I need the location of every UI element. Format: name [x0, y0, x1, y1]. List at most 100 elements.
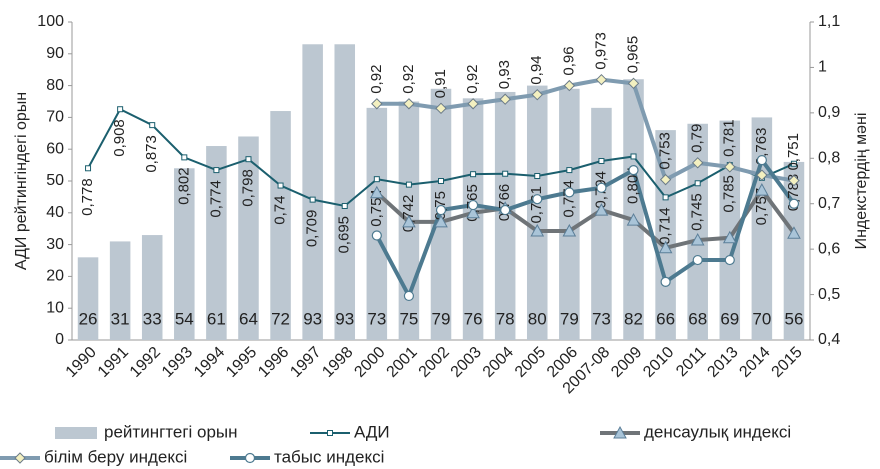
y2-tick-label: 1,1 [818, 13, 840, 30]
legend-item: рейтингтегі орын [55, 422, 238, 441]
data-label: 0,973 [592, 32, 609, 70]
y-tick-label: 70 [46, 109, 64, 126]
bar [655, 130, 676, 340]
line-marker [117, 106, 124, 113]
x-tick-label: 1998 [319, 344, 356, 381]
data-label: 0,774 [560, 180, 577, 218]
y-tick-label: 90 [46, 45, 64, 62]
line-marker [467, 98, 479, 110]
line-marker [403, 98, 415, 110]
line-marker [627, 77, 640, 90]
data-label: 0,714 [657, 207, 674, 245]
line-marker [534, 173, 541, 180]
line-marker [309, 196, 316, 203]
bar-value-label: 75 [399, 309, 418, 328]
bar-value-label: 79 [560, 309, 579, 328]
x-tick-label: 2014 [736, 344, 773, 381]
line-series [375, 186, 796, 250]
line-series [376, 77, 795, 183]
bar [206, 146, 227, 340]
y2-tick-label: 0,5 [818, 286, 840, 303]
bar-value-label: 64 [239, 309, 258, 328]
x-tick-label: 1994 [191, 344, 228, 381]
x-tick-label: 1993 [159, 344, 196, 381]
bar-value-label: 72 [271, 309, 290, 328]
line-marker [694, 180, 701, 187]
line-marker [371, 230, 382, 241]
line-marker [341, 202, 348, 209]
x-tick-label: 2009 [608, 344, 645, 381]
bar [783, 161, 805, 340]
bar [141, 235, 163, 340]
data-label: 0,785 [721, 175, 738, 213]
data-label: 0,802 [175, 167, 192, 205]
bar [591, 107, 612, 340]
x-tick-label: 2013 [704, 344, 741, 381]
legend-label: рейтингтегі орын [104, 422, 238, 441]
line-marker [434, 214, 448, 228]
line-marker [788, 198, 800, 209]
data-label: 0,873 [143, 135, 160, 173]
line-marker [277, 182, 284, 189]
line-marker [470, 171, 477, 178]
line-series [375, 155, 796, 301]
bar [77, 257, 99, 340]
data-label: 0,778 [79, 178, 96, 216]
line-marker [435, 102, 447, 115]
line-marker [532, 194, 543, 205]
bar [334, 44, 356, 340]
y2-tick-label: 0,8 [818, 150, 840, 167]
x-tick-label: 1991 [95, 344, 132, 381]
data-label: 0,754 [368, 189, 385, 227]
legend-label: денсаулық индексі [644, 422, 791, 441]
legend-label: АДИ [354, 422, 390, 441]
bar-value-label: 56 [784, 309, 803, 328]
x-tick-label: 1996 [255, 344, 292, 381]
bar-value-label: 31 [111, 309, 130, 328]
bar-value-label: 70 [752, 309, 771, 328]
line-marker [371, 98, 383, 110]
y-axis-title: АДИ рейтингіндегі орын [13, 92, 30, 270]
line-marker [530, 223, 545, 237]
line-marker [755, 183, 769, 196]
data-label: 0,774 [207, 180, 224, 218]
legend-item: табыс индексі [230, 447, 384, 466]
line-marker [500, 204, 511, 216]
line-marker [373, 176, 380, 183]
bar-value-label: 33 [143, 309, 162, 328]
line-marker [213, 167, 220, 174]
data-label: 0,761 [528, 186, 545, 224]
data-label: 0,798 [239, 169, 256, 207]
x-tick-label: 2010 [640, 344, 677, 381]
data-label: 0,92 [368, 65, 385, 94]
bar [270, 111, 291, 340]
line-marker [658, 240, 673, 254]
line-marker [662, 194, 669, 201]
bar-value-label: 26 [79, 309, 98, 328]
bar-value-label: 69 [720, 309, 739, 328]
y2-tick-label: 0,6 [818, 240, 840, 257]
line-marker [594, 203, 609, 216]
bar [687, 123, 708, 340]
bar-value-label: 73 [367, 309, 386, 328]
legend-marker [14, 452, 26, 464]
line-marker [467, 199, 479, 211]
line-marker [788, 174, 800, 187]
x-tick-label: 1997 [287, 344, 324, 381]
data-label: 0,753 [657, 132, 674, 170]
line-marker [692, 254, 703, 266]
line-marker [787, 226, 801, 239]
line-marker [724, 254, 735, 266]
line-marker [563, 79, 576, 92]
y2-tick-label: 0,4 [818, 331, 840, 348]
line-marker [630, 153, 637, 160]
bar-value-label: 93 [303, 309, 322, 328]
x-tick-label: 2005 [512, 344, 549, 381]
bar [174, 168, 195, 340]
bar-value-label: 79 [432, 309, 451, 328]
data-label: 0,965 [624, 36, 641, 74]
bar [623, 79, 644, 341]
y-tick-label: 50 [46, 172, 64, 189]
x-tick-label: 2000 [351, 344, 388, 381]
line-marker [531, 88, 543, 101]
